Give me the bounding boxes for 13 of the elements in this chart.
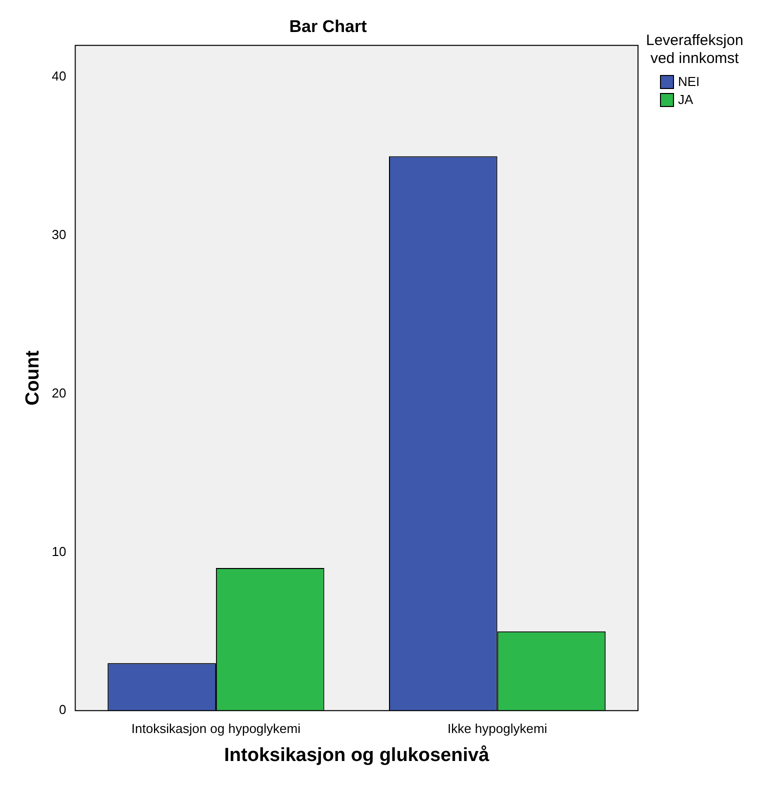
- y-tick-label: 40: [52, 68, 66, 84]
- chart-title: Bar Chart: [289, 16, 368, 36]
- x-tick-label: Ikke hypoglykemi: [447, 720, 548, 736]
- legend-title: Leveraffeksjon ved innkomst: [646, 32, 744, 68]
- legend-label: NEI: [678, 74, 700, 89]
- y-axis-title: Count: [22, 350, 44, 406]
- x-tick-label: Intoksikasjon og hypoglykemi: [131, 720, 301, 736]
- y-tick-label: 30: [52, 227, 66, 242]
- y-tick-label: 0: [59, 702, 66, 718]
- y-tick-label: 10: [52, 544, 66, 559]
- x-axis-title: Intoksikasjon og glukosenivå: [224, 744, 490, 766]
- legend-label: JA: [678, 92, 694, 107]
- y-tick-label: 20: [52, 385, 66, 400]
